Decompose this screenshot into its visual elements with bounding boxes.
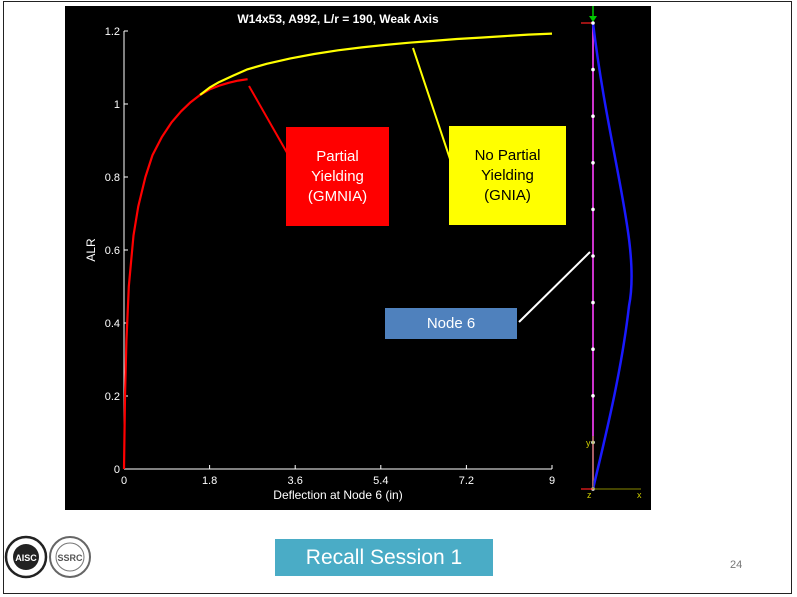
x-axis-label: Deflection at Node 6 (in) <box>273 488 402 502</box>
model-node <box>591 21 595 25</box>
chart-title: W14x53, A992, L/r = 190, Weak Axis <box>237 12 439 26</box>
x-tick-label: 5.4 <box>373 475 388 487</box>
x-tick-label: 7.2 <box>459 475 474 487</box>
y-tick-label: 0.2 <box>105 391 120 403</box>
y-tick-label: 0.8 <box>105 172 120 184</box>
x-tick-label: 3.6 <box>288 475 303 487</box>
y-tick-label: 0.4 <box>105 318 120 330</box>
plot-panel: 0 1.8 3.6 5.4 7.2 9 0 0.2 0.4 0.6 0.8 1 1.2 W14x53, A… <box>65 6 571 510</box>
z-axis-letter: z <box>587 490 592 500</box>
gnia-label-box: No Partial Yielding (GNIA) <box>449 126 566 225</box>
recall-session-label: Recall Session 1 <box>275 539 493 576</box>
model-node <box>591 114 595 118</box>
x-axis-letter: x <box>637 490 642 500</box>
node6-label-box: Node 6 <box>385 308 517 339</box>
gmnia-label-box: Partial Yielding (GMNIA) <box>286 127 389 226</box>
model-node <box>591 161 595 165</box>
model-node <box>591 300 595 305</box>
y-tick-label: 0.6 <box>105 245 120 257</box>
y-axis-letter: y <box>586 438 591 448</box>
model-node <box>591 347 595 352</box>
x-tick-label: 9 <box>549 475 555 487</box>
y-tick-label: 0 <box>114 464 120 476</box>
member-model-diagram: x y z <box>581 6 642 500</box>
x-tick-label: 1.8 <box>202 475 217 487</box>
gnia-series-line <box>199 32 553 96</box>
member-model-panel: x y z <box>571 6 651 510</box>
page-number: 24 <box>730 559 743 571</box>
model-node <box>591 67 595 72</box>
model-node <box>591 254 595 258</box>
gmnia-series-line <box>122 78 248 470</box>
deflected-shape-curve <box>591 22 633 490</box>
alr-deflection-chart: 0 1.8 3.6 5.4 7.2 9 0 0.2 0.4 0.6 0.8 1 1.2 W14x53, A… <box>84 12 555 502</box>
y-tick-label: 1 <box>114 99 120 111</box>
y-axis-label: ALR <box>84 238 98 262</box>
y-tick-label: 1.2 <box>105 26 120 38</box>
model-node <box>591 207 595 212</box>
x-tick-label: 0 <box>121 475 127 487</box>
model-node <box>591 394 595 398</box>
